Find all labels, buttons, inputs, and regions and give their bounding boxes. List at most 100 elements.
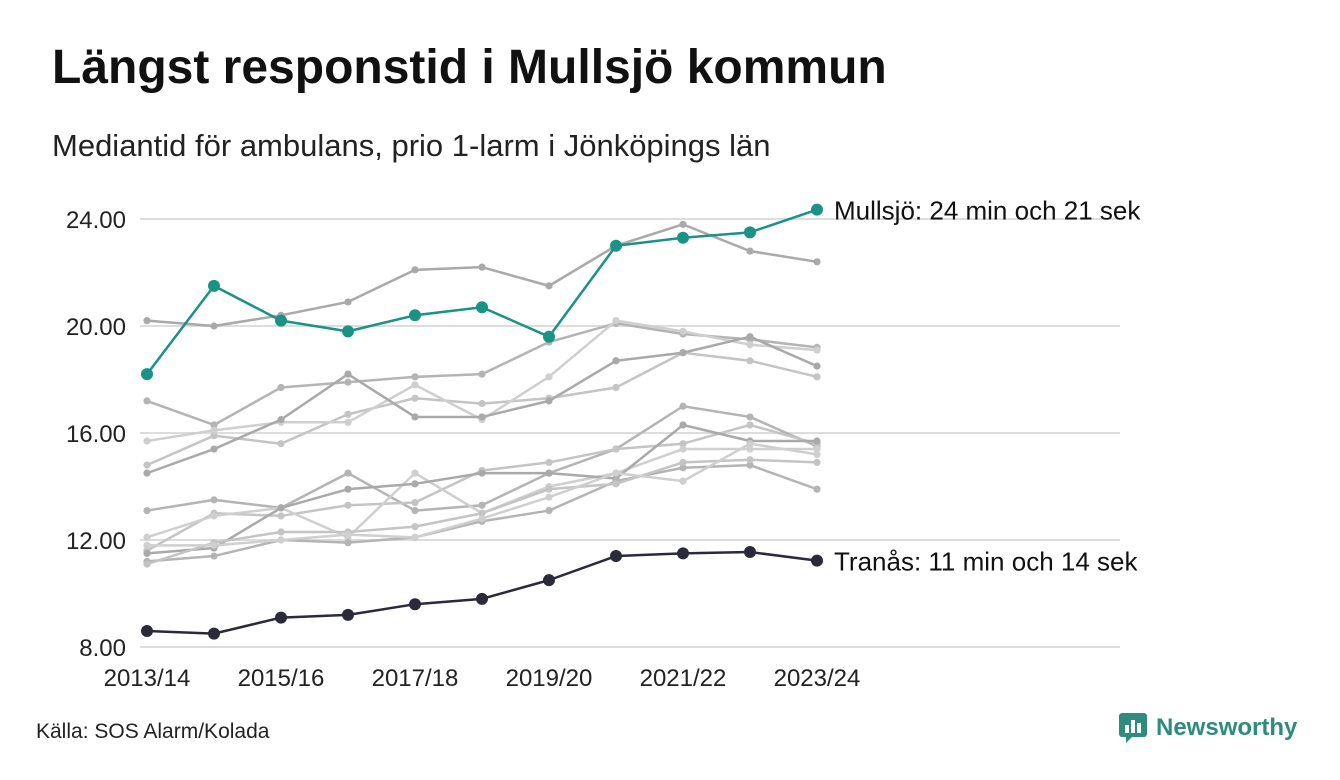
- data-point: [744, 226, 756, 239]
- tranas-series: [141, 546, 823, 640]
- data-point: [342, 608, 354, 621]
- data-point: [545, 458, 553, 467]
- x-axis-ticks: 2013/14 2015/16 2017/18 2019/20 2021/22 2023/…: [104, 665, 861, 692]
- data-point: [478, 399, 486, 408]
- data-point: [746, 421, 754, 429]
- data-point: [344, 469, 352, 477]
- data-point: [411, 381, 419, 389]
- data-point: [411, 373, 419, 381]
- mullsjo-series: [141, 203, 823, 381]
- data-point: [811, 203, 823, 216]
- data-point: [813, 450, 821, 458]
- data-point: [813, 445, 821, 453]
- data-point: [813, 258, 821, 266]
- x-tick-label: 2021/22: [640, 665, 727, 692]
- data-point: [746, 445, 754, 453]
- data-point: [813, 346, 821, 354]
- data-point: [275, 314, 287, 327]
- data-point: [143, 437, 151, 445]
- mullsjo-line: [141, 203, 823, 381]
- data-point: [411, 469, 419, 477]
- data-point: [813, 485, 821, 493]
- data-point: [210, 421, 218, 429]
- data-point: [344, 485, 352, 493]
- data-point: [811, 554, 823, 567]
- x-tick-label: 2015/16: [238, 665, 325, 692]
- data-point: [679, 458, 687, 467]
- data-point: [143, 317, 151, 325]
- data-point: [277, 440, 285, 448]
- data-point: [478, 469, 486, 477]
- data-point: [746, 456, 754, 464]
- data-point: [679, 220, 687, 228]
- y-tick-label: 12.00: [66, 528, 126, 555]
- brand-name: Newsworthy: [1156, 714, 1298, 741]
- tranas-label: Tranås: 11 min och 14 sek: [834, 547, 1138, 577]
- data-point: [210, 322, 218, 330]
- data-point: [143, 469, 151, 477]
- data-point: [277, 528, 285, 536]
- y-tick-label: 24.00: [66, 207, 126, 234]
- data-point: [411, 533, 419, 541]
- data-point: [746, 247, 754, 255]
- data-point: [746, 413, 754, 421]
- data-point: [143, 533, 151, 541]
- data-point: [612, 469, 620, 477]
- data-point: [545, 373, 553, 381]
- series-line: [146, 423, 817, 555]
- data-point: [612, 445, 620, 453]
- data-point: [141, 624, 153, 637]
- x-tick-label: 2013/14: [104, 665, 191, 692]
- data-point: [210, 552, 218, 560]
- data-point: [344, 539, 352, 547]
- data-point: [612, 480, 620, 488]
- data-point: [141, 368, 153, 381]
- data-point: [143, 506, 151, 515]
- data-point: [210, 541, 218, 549]
- data-point: [409, 309, 421, 322]
- data-point: [277, 383, 285, 392]
- newsworthy-logo: Newsworthy: [1118, 712, 1297, 744]
- data-point: [677, 231, 689, 244]
- data-point: [746, 333, 754, 341]
- data-point: [612, 383, 620, 392]
- data-point: [409, 598, 421, 611]
- data-point: [813, 362, 821, 370]
- other-series-line: [143, 440, 821, 549]
- data-point: [543, 574, 555, 587]
- data-point: [210, 445, 218, 453]
- data-point: [545, 469, 553, 477]
- data-point: [478, 263, 486, 271]
- data-point: [411, 394, 419, 402]
- y-axis-ticks: 8.00 12.00 16.00 20.00 24.00: [66, 207, 126, 662]
- data-point: [478, 370, 486, 378]
- data-point: [208, 279, 220, 292]
- data-point: [545, 282, 553, 290]
- data-point: [210, 432, 218, 440]
- data-point: [679, 477, 687, 485]
- data-point: [277, 504, 285, 512]
- grid-lines: [140, 218, 1120, 648]
- data-point: [411, 523, 419, 531]
- x-tick-label: 2019/20: [506, 665, 593, 692]
- data-point: [411, 498, 419, 507]
- data-point: [476, 592, 488, 605]
- data-point: [679, 327, 687, 335]
- data-point: [813, 373, 821, 381]
- series-line: [146, 423, 818, 552]
- other-series-line: [143, 421, 821, 555]
- data-point: [478, 515, 486, 523]
- data-point: [677, 547, 689, 560]
- other-municipalities-series: [143, 220, 821, 568]
- data-point: [344, 370, 352, 378]
- data-point: [679, 445, 687, 453]
- data-point: [545, 397, 553, 405]
- data-point: [679, 464, 687, 472]
- data-point: [344, 418, 352, 426]
- y-tick-label: 16.00: [66, 421, 126, 448]
- data-point: [275, 611, 287, 624]
- chart-subtitle: Mediantid för ambulans, prio 1-larm i Jö…: [52, 128, 771, 163]
- source-note: Källa: SOS Alarm/Kolada: [36, 720, 270, 743]
- data-point: [746, 440, 754, 448]
